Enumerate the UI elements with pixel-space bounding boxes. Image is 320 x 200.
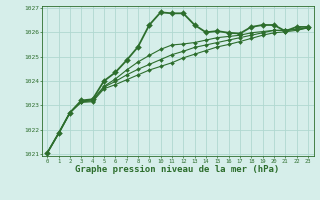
X-axis label: Graphe pression niveau de la mer (hPa): Graphe pression niveau de la mer (hPa) (76, 165, 280, 174)
